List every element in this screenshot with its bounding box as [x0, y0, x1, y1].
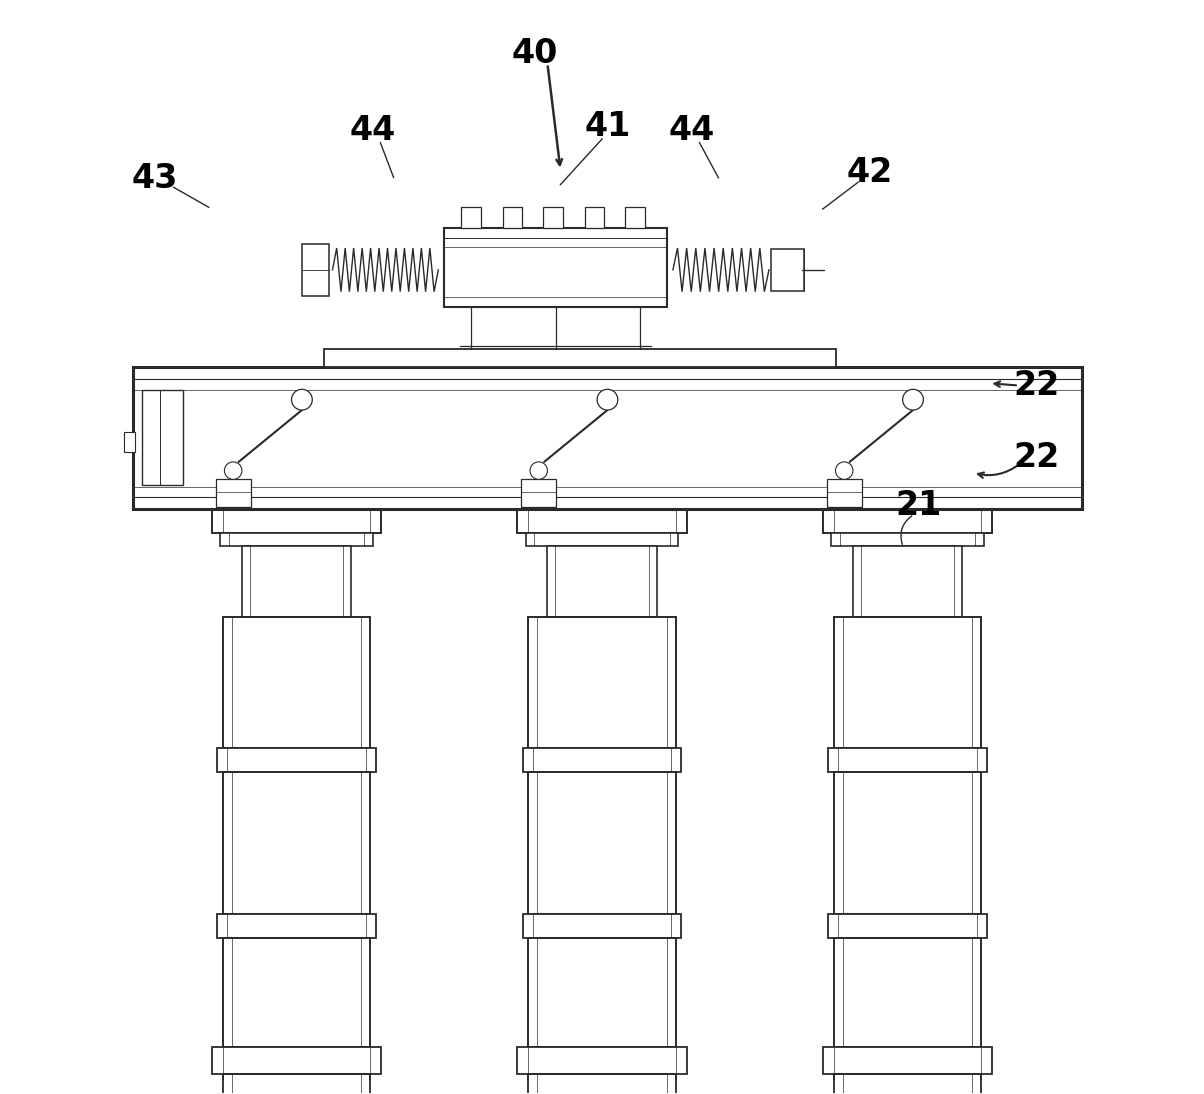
Bar — [302, 244, 329, 296]
Bar — [828, 913, 986, 938]
Bar — [548, 546, 656, 617]
Circle shape — [597, 389, 618, 410]
Ellipse shape — [223, 1086, 370, 1094]
Bar — [132, 366, 1082, 509]
Bar — [212, 1047, 380, 1074]
Bar — [124, 432, 135, 452]
Bar — [832, 1080, 984, 1094]
Bar — [529, 1074, 675, 1094]
Bar — [503, 207, 523, 229]
Bar — [218, 748, 376, 771]
Bar — [828, 748, 986, 771]
Bar — [518, 1047, 686, 1074]
Bar — [852, 546, 962, 617]
Circle shape — [836, 462, 852, 479]
Ellipse shape — [529, 1086, 675, 1094]
Ellipse shape — [834, 1086, 981, 1094]
Text: 40: 40 — [512, 37, 557, 70]
Bar — [834, 771, 981, 913]
Bar — [771, 249, 804, 291]
Bar — [218, 913, 376, 938]
Text: 42: 42 — [846, 156, 892, 189]
Bar — [444, 229, 667, 307]
Text: 41: 41 — [584, 110, 631, 143]
Bar — [526, 1080, 678, 1094]
Circle shape — [903, 389, 923, 410]
Bar — [523, 913, 681, 938]
Bar — [529, 938, 675, 1047]
Bar — [529, 617, 675, 748]
Bar — [824, 1047, 992, 1074]
Bar — [223, 617, 370, 748]
Bar — [521, 479, 556, 507]
Bar — [461, 207, 480, 229]
Bar — [518, 509, 686, 533]
Bar — [223, 1074, 370, 1094]
Bar — [625, 207, 644, 229]
Bar — [220, 533, 373, 546]
Bar — [529, 771, 675, 913]
Bar — [324, 349, 837, 366]
Bar — [242, 546, 352, 617]
Bar — [834, 617, 981, 748]
Bar — [834, 938, 981, 1047]
Circle shape — [291, 389, 312, 410]
Text: 43: 43 — [131, 162, 178, 195]
Text: 22: 22 — [1014, 369, 1060, 401]
Bar — [220, 1080, 372, 1094]
Bar — [824, 509, 992, 533]
Bar — [216, 479, 250, 507]
Bar — [142, 389, 183, 485]
Bar — [584, 207, 604, 229]
Bar — [831, 533, 984, 546]
Circle shape — [224, 462, 242, 479]
Bar — [827, 479, 862, 507]
Text: 22: 22 — [1014, 441, 1060, 474]
Text: 21: 21 — [896, 489, 942, 522]
Bar — [212, 509, 380, 533]
Bar — [526, 533, 678, 546]
Bar — [543, 207, 562, 229]
Circle shape — [530, 462, 548, 479]
Bar — [223, 938, 370, 1047]
Bar — [223, 771, 370, 913]
Bar — [523, 748, 681, 771]
Text: 44: 44 — [668, 114, 715, 147]
Text: 44: 44 — [349, 114, 396, 147]
Bar — [834, 1074, 981, 1094]
